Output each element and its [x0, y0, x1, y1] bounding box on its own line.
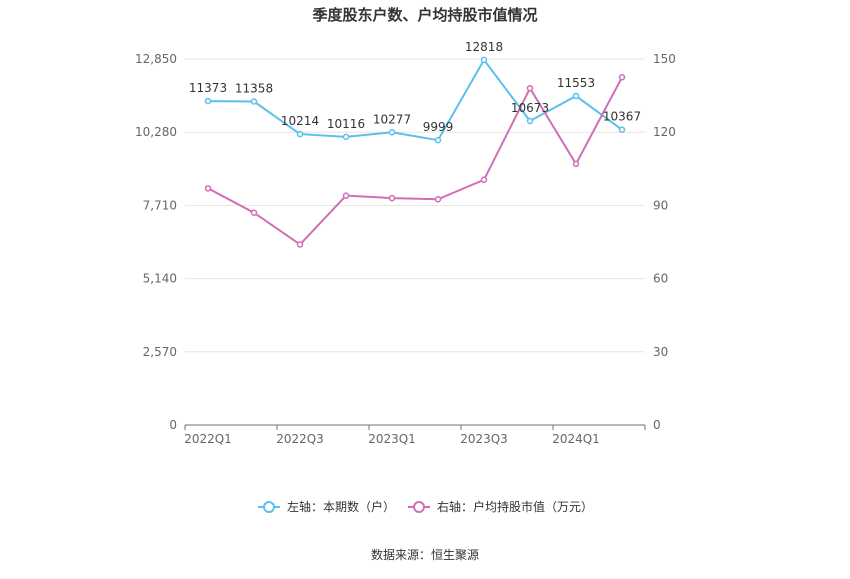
data-label-layer: 11373 11358 10214 10116 10277 9999 12818 10673 1…: [189, 40, 641, 134]
data-point[interactable]: [204, 97, 212, 105]
data-label: 10116: [327, 117, 365, 131]
legend-label: 左轴：本期数（户）: [287, 499, 395, 514]
right-axis-tick-label: 60: [653, 272, 668, 286]
left-axis-tick-label: 2,570: [143, 345, 177, 359]
data-point[interactable]: [388, 194, 396, 202]
left-axis-tick-label: 7,710: [143, 198, 177, 212]
legend[interactable]: 左轴：本期数（户） 右轴：户均持股市值（万元）: [258, 499, 593, 514]
x-axis-tick-label: 2022Q3: [276, 432, 324, 446]
data-point[interactable]: [618, 126, 626, 133]
x-axis-tick-label: 2024Q1: [552, 432, 600, 446]
data-point[interactable]: [388, 129, 396, 136]
data-label: 10277: [373, 112, 411, 126]
series-layer: [204, 56, 626, 248]
data-point[interactable]: [204, 185, 212, 192]
right-axis-tick-label: 150: [653, 52, 676, 66]
data-point[interactable]: [434, 196, 442, 203]
chart-title: 季度股东户数、户均持股市值情况: [312, 6, 537, 24]
series-line-2: [207, 76, 623, 246]
data-label: 10367: [603, 110, 641, 124]
right-axis-tick-label: 0: [653, 418, 661, 432]
left-axis-tick-label: 0: [169, 418, 177, 432]
legend-label: 右轴：户均持股市值（万元）: [437, 499, 593, 514]
data-point[interactable]: [526, 85, 534, 92]
data-point[interactable]: [342, 192, 350, 199]
left-axis-tick-label: 5,140: [143, 272, 177, 286]
data-point[interactable]: [480, 56, 488, 64]
right-axis-tick-label: 30: [653, 345, 668, 359]
grid-layer: [185, 58, 645, 353]
legend-item-2[interactable]: 右轴：户均持股市值（万元）: [408, 499, 593, 514]
data-point[interactable]: [572, 92, 580, 100]
data-label: 11358: [235, 81, 273, 95]
legend-marker-icon: [263, 501, 275, 513]
data-label: 11373: [189, 81, 227, 95]
data-point[interactable]: [526, 117, 534, 125]
right-axis-tick-label: 120: [653, 125, 676, 139]
legend-item-1[interactable]: 左轴：本期数（户）: [258, 499, 395, 514]
data-point[interactable]: [250, 209, 258, 216]
series-line-1: [207, 58, 623, 142]
data-point[interactable]: [572, 160, 580, 168]
data-point[interactable]: [434, 136, 442, 144]
data-point[interactable]: [342, 133, 350, 141]
data-label: 11553: [557, 76, 595, 90]
data-point[interactable]: [250, 98, 258, 105]
left-axis-tick-label: 10,280: [135, 125, 177, 139]
data-label: 9999: [423, 120, 454, 134]
x-axis-tick-label: 2023Q1: [368, 432, 416, 446]
data-point[interactable]: [480, 176, 488, 184]
legend-marker-icon: [413, 501, 425, 513]
data-point[interactable]: [296, 130, 304, 138]
data-label: 10673: [511, 101, 549, 115]
right-axis-tick-label: 90: [653, 198, 668, 212]
data-point[interactable]: [618, 74, 626, 81]
x-axis-tick-label: 2023Q3: [460, 432, 508, 446]
data-label: 12818: [465, 40, 503, 54]
source-note: 数据来源：恒生聚源: [371, 547, 479, 562]
data-point[interactable]: [296, 241, 304, 248]
data-label: 10214: [281, 114, 319, 128]
x-axis-tick-label: 2022Q1: [184, 432, 232, 446]
axis-layer: 0 2,570 5,140 7,710 10,280 12,850 0 30 60 90 120 15…: [135, 52, 676, 446]
left-axis-tick-label: 12,850: [135, 52, 177, 66]
